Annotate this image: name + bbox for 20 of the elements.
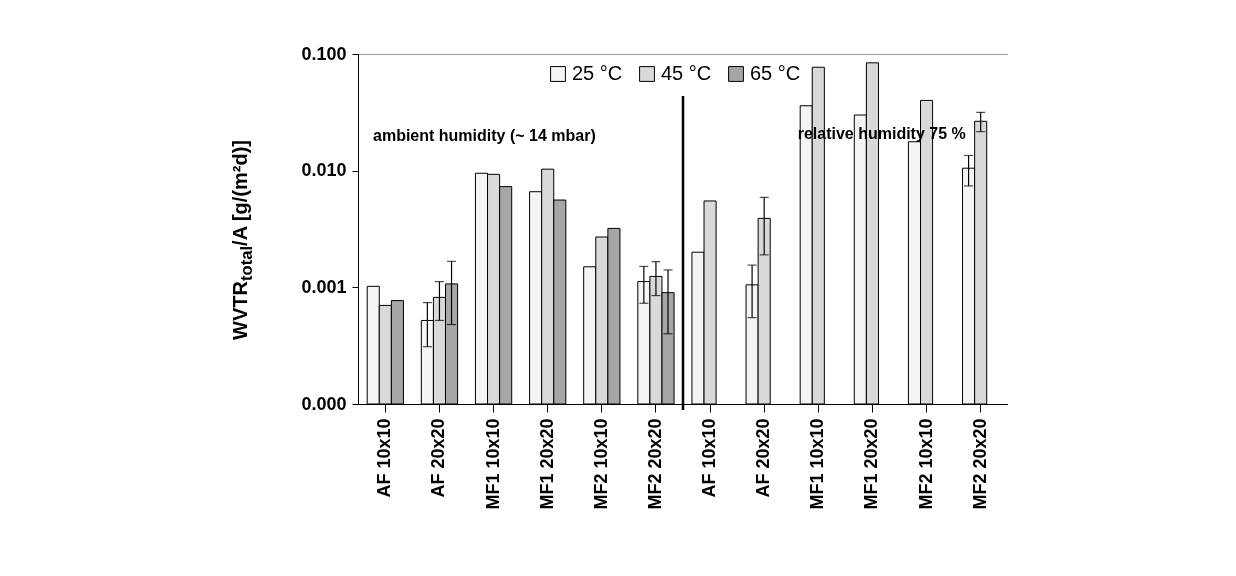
annotation: ambient humidity (~ 14 mbar) xyxy=(373,127,596,144)
x-tick-label: MF2 10x10 xyxy=(590,418,611,510)
y-tick-label: 0.001 xyxy=(301,276,347,297)
legend-label: 45 °C xyxy=(661,62,712,84)
y-tick-label: 0.000 xyxy=(301,393,347,414)
legend-label: 65 °C xyxy=(750,62,801,84)
x-tick-label: MF2 10x10 xyxy=(915,418,936,510)
x-tick-label: MF1 10x10 xyxy=(482,418,503,510)
x-tick-label: MF2 20x20 xyxy=(969,418,990,510)
y-tick-label: 0.010 xyxy=(301,160,347,181)
x-tick-label: MF1 20x20 xyxy=(536,418,557,510)
y-tick-label: 0.100 xyxy=(301,43,347,64)
x-tick-label: MF1 20x20 xyxy=(861,418,882,510)
x-tick-label: AF 20x20 xyxy=(753,418,774,498)
x-tick-label: AF 20x20 xyxy=(428,418,449,498)
legend-label: 25 °C xyxy=(572,62,623,84)
x-tick-label: MF1 10x10 xyxy=(807,418,828,510)
x-tick-label: AF 10x10 xyxy=(699,418,720,498)
x-tick-label: AF 10x10 xyxy=(374,418,395,498)
x-tick-label: MF2 20x20 xyxy=(644,418,665,510)
